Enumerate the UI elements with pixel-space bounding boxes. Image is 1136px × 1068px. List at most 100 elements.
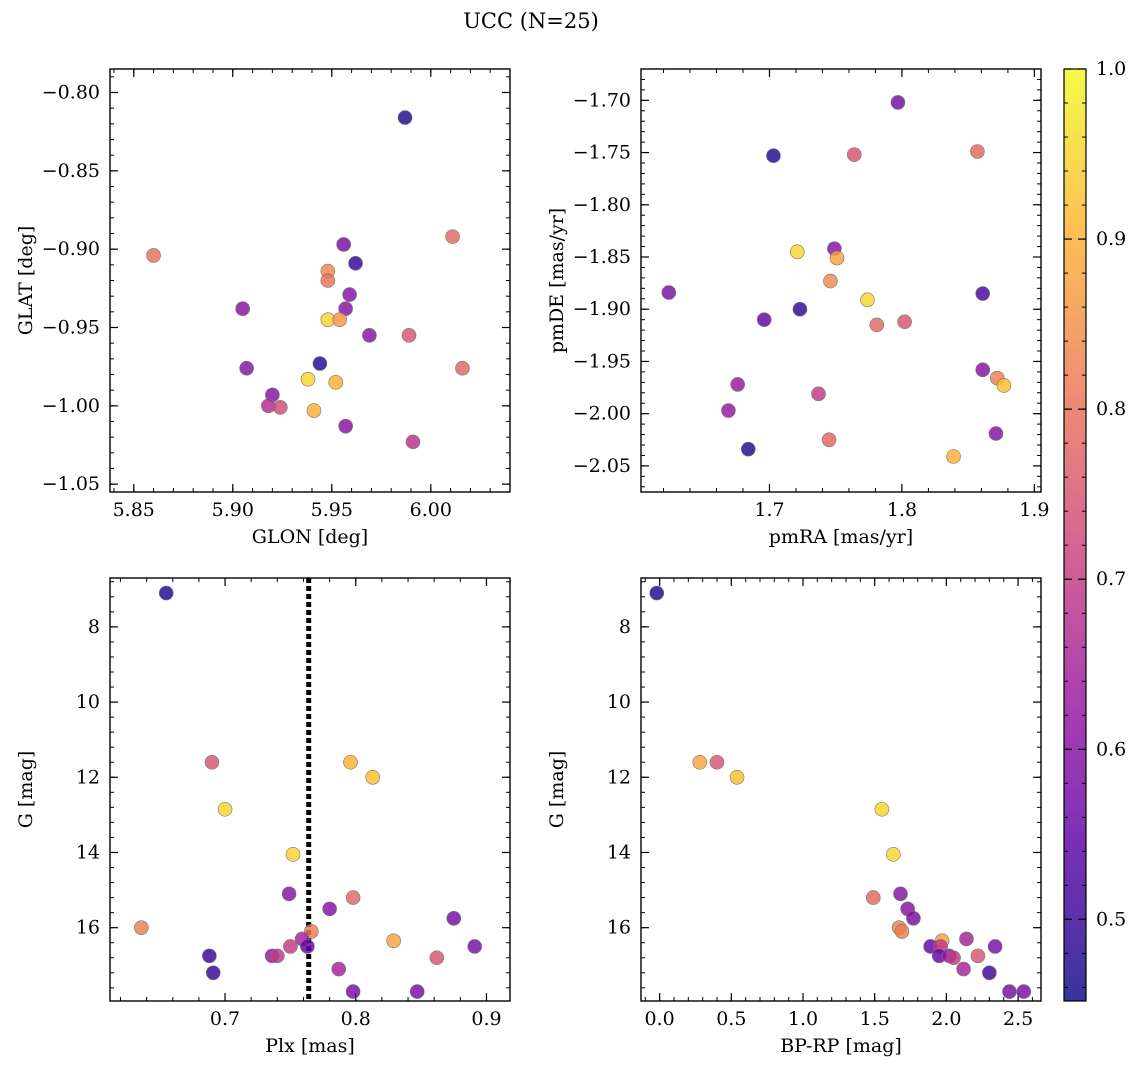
y-tick-label: −2.05 <box>573 455 631 477</box>
y-axis-label: G [mag] <box>15 751 37 829</box>
data-point <box>331 961 347 977</box>
axes-frame <box>640 68 1042 493</box>
y-tick-label: −2.00 <box>573 403 631 425</box>
data-point <box>730 377 745 392</box>
y-tick-label: 12 <box>607 766 631 788</box>
y-tick-label: 14 <box>607 841 631 863</box>
data-point <box>756 312 772 327</box>
data-point <box>692 754 708 770</box>
data-point <box>865 890 881 905</box>
axes-frame <box>109 68 511 493</box>
axes-frame <box>640 577 1042 1002</box>
x-axis-label: Plx [mas] <box>265 1035 355 1057</box>
data-point <box>312 356 328 371</box>
data-point <box>874 801 890 817</box>
data-point <box>306 403 322 418</box>
y-tick-label: −1.90 <box>573 298 631 320</box>
data-point <box>365 769 381 785</box>
x-axis-label: BP-RP [mag] <box>780 1035 902 1057</box>
data-point <box>467 939 483 954</box>
data-point <box>342 287 357 302</box>
colorbar-gradient <box>1063 68 1087 1002</box>
data-point <box>332 312 348 327</box>
y-tick-label: 16 <box>76 917 100 939</box>
y-tick-label: −1.05 <box>42 473 100 495</box>
x-tick-label: 6.00 <box>410 499 452 521</box>
data-point <box>897 314 912 330</box>
y-axis-label: G [mag] <box>546 751 568 829</box>
data-point <box>894 924 910 939</box>
colorbar-tick-label: 0.9 <box>1096 228 1126 250</box>
axes-frame <box>109 577 511 1002</box>
data-point <box>829 250 845 266</box>
y-tick-label: 10 <box>607 691 631 713</box>
y-tick-label: 16 <box>607 917 631 939</box>
data-point <box>202 948 217 964</box>
data-point <box>975 362 991 378</box>
data-point <box>336 237 351 252</box>
data-point <box>740 441 756 457</box>
data-point <box>860 292 875 308</box>
data-point <box>322 901 337 917</box>
data-point <box>348 255 363 271</box>
y-tick-label: −1.80 <box>573 194 631 216</box>
panel-glon-glat: 5.85 5.90 5.95 6.00 −0.80 −0.85 −0.90 −0.95 −1.0… <box>15 68 511 548</box>
data-point <box>946 449 961 464</box>
data-point <box>970 144 985 159</box>
colorbar-tick-label: 0.7 <box>1096 568 1126 590</box>
x-tick-label: 0.5 <box>716 1008 746 1030</box>
y-tick-label: 8 <box>88 616 100 638</box>
data-point <box>959 931 974 947</box>
x-axis-label: GLON [deg] <box>252 526 368 548</box>
data-point <box>846 147 862 162</box>
data-point <box>766 148 781 163</box>
data-point <box>987 939 1003 954</box>
x-tick-label: 0.7 <box>210 1008 240 1030</box>
data-point <box>946 950 961 966</box>
data-point <box>811 386 826 402</box>
data-point <box>409 984 425 999</box>
y-tick-label: −0.85 <box>42 160 100 182</box>
data-point <box>821 432 837 448</box>
data-point <box>455 360 470 376</box>
y-tick-label: −1.70 <box>573 89 631 111</box>
data-point <box>729 769 745 785</box>
data-point <box>869 317 885 333</box>
data-point <box>792 301 808 317</box>
y-tick-label: −1.00 <box>42 395 100 417</box>
y-tick-label: 14 <box>76 841 100 863</box>
data-point <box>343 754 358 770</box>
y-tick-label: −1.95 <box>573 350 631 372</box>
x-tick-label: 1.9 <box>1019 499 1049 521</box>
x-tick-label: 1.7 <box>754 499 784 521</box>
data-point <box>886 847 901 862</box>
colorbar-tick-label: 0.8 <box>1096 398 1126 420</box>
y-tick-label: −1.75 <box>573 142 631 164</box>
data-point <box>158 585 174 601</box>
y-axis-label: pmDE [mas/yr] <box>546 208 568 353</box>
data-point <box>661 285 677 300</box>
colorbar: 0.5 0.6 0.7 0.8 0.9 1.0 <box>1063 58 1126 1002</box>
data-point <box>988 426 1004 441</box>
x-tick-label: 0.8 <box>341 1008 371 1030</box>
data-point <box>362 328 377 343</box>
data-point <box>300 939 315 954</box>
data-point <box>386 933 401 949</box>
data-point <box>146 248 161 263</box>
y-axis-label: GLAT [deg] <box>15 226 37 336</box>
data-point <box>345 984 361 999</box>
data-point <box>283 939 298 954</box>
data-point <box>338 418 353 434</box>
data-point <box>217 801 233 817</box>
data-point <box>397 110 413 125</box>
x-tick-label: 2.0 <box>931 1008 961 1030</box>
data-point <box>893 886 908 902</box>
data-point <box>789 244 805 260</box>
y-tick-label: −0.80 <box>42 82 100 104</box>
colorbar-tick-label: 0.5 <box>1096 908 1126 930</box>
data-point <box>239 360 254 376</box>
data-point <box>890 95 906 110</box>
data-point <box>345 890 361 905</box>
x-tick-label: 5.95 <box>311 499 353 521</box>
